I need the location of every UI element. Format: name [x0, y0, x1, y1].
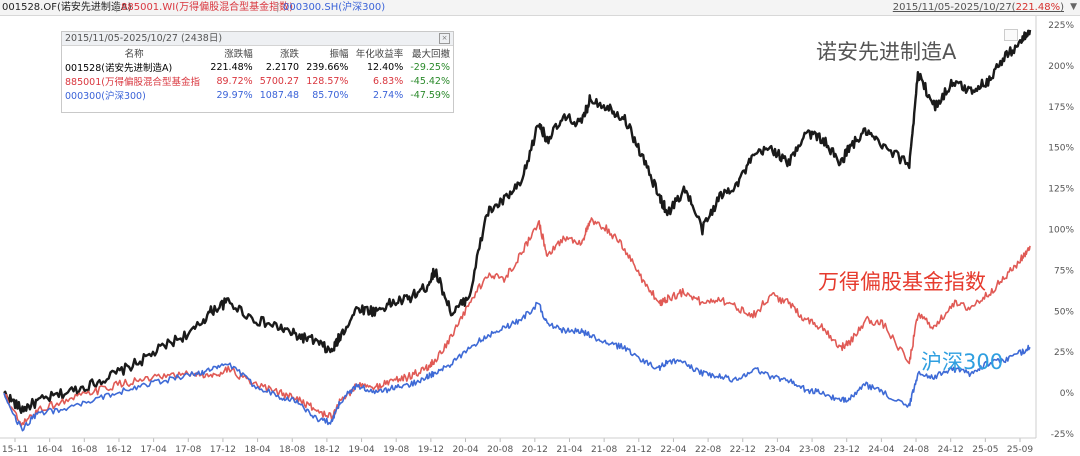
y-tick-label: 0%: [1060, 389, 1075, 399]
x-tick-label: 18-08: [279, 445, 305, 455]
legend-series-index-fund[interactable]: 885001.WI(万得偏股混合型基金指数): [121, 2, 293, 13]
y-tick-label: 225%: [1048, 21, 1074, 31]
stats-header-row: 名称 涨跌幅 涨跌 振幅 年化收益率 最大回撤: [62, 46, 453, 60]
x-tick-label: 24-12: [938, 445, 964, 455]
x-tick-label: 20-04: [452, 445, 478, 455]
y-tick-label: 200%: [1048, 62, 1074, 72]
x-tick-label: 15-11: [2, 445, 28, 455]
row-change: 5700.27: [259, 75, 300, 87]
legend-separator: |: [276, 2, 280, 13]
x-tick-label: 22-04: [660, 445, 686, 455]
legend-series-csi300[interactable]: 000300.SH(沪深300): [283, 2, 386, 13]
x-tick-label: 19-12: [418, 445, 444, 455]
row-annual-return: 2.74%: [373, 89, 404, 101]
y-tick-label: 150%: [1048, 144, 1074, 154]
row-amplitude: 239.66%: [306, 61, 349, 73]
series-line-index-fund: [3, 217, 1031, 427]
y-tick-label: 50%: [1054, 307, 1074, 317]
x-tick-label: 18-12: [314, 445, 340, 455]
row-name: 001528(诺安先进制造A): [65, 63, 173, 74]
row-change-pct: 89.72%: [216, 75, 253, 87]
y-tick-label: -25%: [1051, 430, 1075, 440]
series-lines: [3, 29, 1032, 432]
series-line-csi300: [3, 301, 1031, 432]
stats-table: 名称 涨跌幅 涨跌 振幅 年化收益率 最大回撤 001528(诺安先进制造A) …: [62, 46, 453, 102]
y-tick-label: 125%: [1048, 185, 1074, 195]
table-row[interactable]: 885001(万得偏股混合型基金指 89.72% 5700.27 128.57%…: [62, 74, 453, 89]
col-header: 年化收益率: [355, 49, 404, 60]
date-range-label[interactable]: 2015/11/05-2025/10/27(221.48%): [892, 2, 1064, 13]
annotation-index-fund: 万得偏股基金指数: [818, 270, 986, 294]
x-tick-label: 17-04: [141, 445, 167, 455]
row-amplitude: 85.70%: [312, 89, 349, 101]
x-tick-label: 25-09: [1007, 445, 1033, 455]
y-tick-label: 175%: [1048, 103, 1074, 113]
x-tick-label: 24-08: [903, 445, 929, 455]
stats-panel-range: 2015/11/05-2025/10/27 (2438日): [65, 33, 223, 44]
row-max-drawdown: -45.42%: [410, 75, 450, 87]
col-header: 振幅: [329, 49, 349, 60]
table-row[interactable]: 001528(诺安先进制造A) 221.48% 2.2170 239.66% 1…: [62, 60, 453, 75]
x-tick-label: 21-04: [556, 445, 582, 455]
range-return-value: 221.48%: [1015, 2, 1061, 13]
annotation-fund: 诺安先进制造A: [816, 40, 957, 64]
x-tick-label: 23-04: [764, 445, 790, 455]
x-tick-label: 23-12: [834, 445, 860, 455]
row-amplitude: 128.57%: [306, 75, 349, 87]
row-annual-return: 12.40%: [367, 61, 404, 73]
col-header: 最大回撤: [411, 49, 450, 60]
x-tick-label: 21-12: [626, 445, 652, 455]
x-tick-label: 23-08: [799, 445, 825, 455]
chart-control-box[interactable]: [1004, 29, 1018, 41]
y-tick-label: 75%: [1054, 266, 1074, 276]
x-tick-label: 16-04: [37, 445, 63, 455]
x-tick-label: 16-12: [106, 445, 132, 455]
x-tick-label: 22-08: [695, 445, 721, 455]
x-axis: 15-11 16-04 16-08 16-12 17-04 17-08 17-12 18-04…: [2, 438, 1033, 455]
x-tick-label: 17-12: [210, 445, 236, 455]
table-row[interactable]: 000300(沪深300) 29.97% 1087.48 85.70% 2.74…: [62, 88, 453, 103]
annotation-csi300: 沪深300: [921, 350, 1004, 374]
chart-title-bar: 001528.OF(诺安先进制造A) | 885001.WI(万得偏股混合型基金…: [0, 0, 1080, 16]
stats-panel-header: 2015/11/05-2025/10/27 (2438日) ×: [62, 32, 453, 46]
row-name: 000300(沪深300): [65, 91, 146, 102]
x-tick-label: 20-08: [487, 445, 513, 455]
x-tick-label: 22-12: [730, 445, 756, 455]
row-name: 885001(万得偏股混合型基金指: [65, 77, 200, 88]
x-tick-label: 24-04: [868, 445, 894, 455]
close-icon[interactable]: ×: [439, 33, 450, 44]
y-tick-label: 25%: [1054, 348, 1074, 358]
y-axis: 225% 200% 175% 150% 125% 100% 75% 50% 25% 0% -25%: [1048, 21, 1074, 440]
y-tick-label: 100%: [1048, 226, 1074, 236]
x-tick-label: 18-04: [245, 445, 271, 455]
series-line-fund: [3, 29, 1032, 414]
row-change: 1087.48: [259, 89, 300, 101]
x-tick-label: 25-05: [972, 445, 998, 455]
col-header: 名称: [124, 49, 144, 60]
row-max-drawdown: -47.59%: [410, 89, 450, 101]
triangle-down-icon[interactable]: ▼: [1070, 2, 1077, 12]
x-tick-label: 16-08: [71, 445, 97, 455]
line-chart: 225%200%175%150%125%100%75%50%25%0%-25% …: [0, 16, 1074, 455]
row-change-pct: 221.48%: [210, 61, 253, 73]
x-tick-label: 21-08: [591, 445, 617, 455]
row-change-pct: 29.97%: [216, 89, 253, 101]
x-tick-label: 17-08: [175, 445, 201, 455]
legend-separator: |: [115, 2, 119, 13]
x-tick-label: 19-08: [383, 445, 409, 455]
legend-series-fund[interactable]: 001528.OF(诺安先进制造A): [2, 2, 132, 13]
row-max-drawdown: -29.25%: [410, 61, 450, 73]
col-header: 涨跌: [280, 49, 300, 60]
row-change: 2.2170: [265, 61, 300, 73]
col-header: 涨跌幅: [224, 49, 253, 60]
row-annual-return: 6.83%: [373, 75, 404, 87]
stats-panel: 2015/11/05-2025/10/27 (2438日) × 名称 涨跌幅 涨…: [61, 31, 454, 113]
x-tick-label: 19-04: [348, 445, 374, 455]
x-tick-label: 20-12: [522, 445, 548, 455]
